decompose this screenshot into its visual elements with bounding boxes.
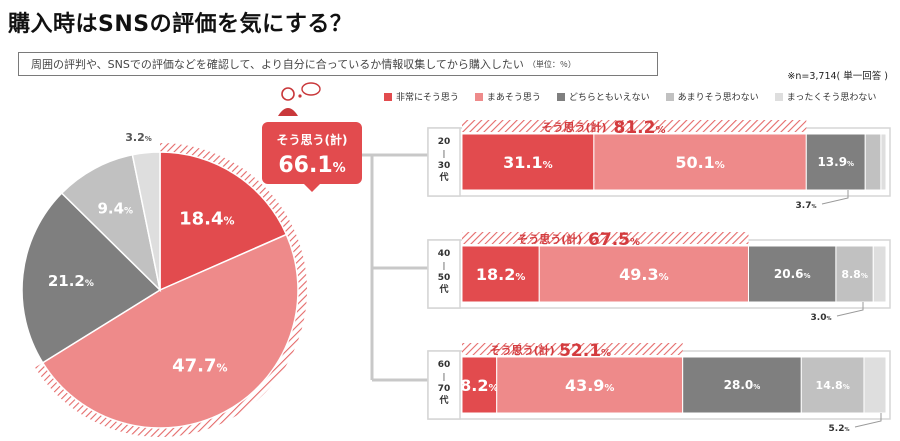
age-label: | <box>443 372 446 381</box>
outside-segment-label: 5.2% <box>829 424 850 434</box>
connector-lines <box>362 153 428 382</box>
bar-segment <box>747 245 837 303</box>
pie-slice-label: 9.4% <box>97 200 133 218</box>
agree-total-band <box>462 343 683 355</box>
bar-segment <box>538 245 749 303</box>
age-label: 30 <box>438 161 451 171</box>
bar-segment <box>805 133 866 191</box>
bar-segment-label: 49.3% <box>619 265 669 284</box>
legend-item-somewhat: まあそう思う <box>474 90 541 103</box>
age-label: 代 <box>438 283 448 295</box>
pie-slice <box>41 233 299 429</box>
age-label-box <box>427 239 461 309</box>
age-label: 50 <box>438 273 451 283</box>
legend-label: 非常にそう思う <box>396 93 459 103</box>
age-label: 代 <box>438 394 448 406</box>
legend-swatch <box>384 92 392 101</box>
pie-slice <box>21 192 162 364</box>
bar-segment <box>835 245 874 303</box>
pie-slice <box>159 151 288 292</box>
age-label: | <box>443 149 446 158</box>
legend-item-not-much: あまりそう思わない <box>665 90 759 103</box>
age-label: 40 <box>438 249 451 259</box>
pie-chart: 18.4% 47.7% 21.2% 9.4% 3.2% そう思う(計) 66.1% <box>21 82 362 438</box>
survey-question: 周囲の評判や、SNSでの評価などを確認して、より自分に合っているか情報収集してか… <box>18 52 658 76</box>
pie-slice <box>131 151 161 291</box>
bar-segment-label: 8.8% <box>841 268 868 281</box>
outside-label-leader <box>821 190 849 205</box>
age-label: 60 <box>438 360 451 370</box>
agree-total-label: そう思う(計) <box>490 343 555 357</box>
chart-legend: 非常にそう思う まあそう思う どちらともいえない あまりそう思わない まったくそ… <box>384 90 876 103</box>
legend-label: どちらともいえない <box>568 93 650 103</box>
callout-pointer <box>304 184 320 192</box>
agree-total-label: そう思う(計) <box>517 232 582 246</box>
sample-note: ※n=3,714( 単一回答 ) <box>787 71 888 82</box>
legend-swatch <box>556 92 565 101</box>
agree-total-value: 67.5% <box>588 230 640 250</box>
age-label: 代 <box>438 171 448 183</box>
outside-segment-label: 3.7% <box>796 201 817 211</box>
agree-total-label: そう思う(計) <box>542 120 607 134</box>
legend-swatch <box>774 92 783 101</box>
agree-total-band <box>462 232 749 244</box>
bar-segment <box>800 356 865 414</box>
bar-segment-label: 14.8% <box>816 379 850 392</box>
bar-segment <box>864 133 882 191</box>
thought-dot-icon <box>298 94 302 98</box>
connector-line <box>362 153 428 382</box>
bar-segment <box>461 245 540 303</box>
agree-total-band <box>462 120 807 132</box>
thought-bubble-icon <box>301 82 321 96</box>
legend-swatch <box>665 92 674 101</box>
person-thinking-icon <box>278 82 321 116</box>
agree-total-value: 81.2% <box>613 118 665 138</box>
pie-slice <box>60 153 162 293</box>
age-label: 70 <box>438 384 451 394</box>
pie-slice-label: 3.2% <box>125 131 152 144</box>
bar-segment-label: 20.6% <box>774 267 811 281</box>
bar-segment-label: 31.1% <box>503 153 553 172</box>
bar-segment <box>872 245 887 303</box>
outside-segment-label: 3.0% <box>811 313 832 323</box>
callout-label: そう思う(計) <box>277 132 348 147</box>
bar-segment-label: 8.2% <box>460 376 498 395</box>
bar-segment-label: 18.2% <box>476 265 526 284</box>
pie-slice-label: 47.7% <box>172 356 227 377</box>
callout-value: 66.1% <box>278 153 345 178</box>
question-text: 周囲の評判や、SNSでの評価などを確認して、より自分に合っているか情報収集してか… <box>31 58 524 71</box>
bar-segment <box>593 133 807 191</box>
bar-segment-label: 13.9% <box>817 155 854 169</box>
age-label: 20 <box>438 137 451 147</box>
age-label-box <box>427 127 461 197</box>
pie-slice-label: 18.4% <box>179 208 234 229</box>
legend-item-very: 非常にそう思う <box>384 90 459 103</box>
head-icon <box>281 87 295 101</box>
bar-segment-label: 50.1% <box>675 153 725 172</box>
bar-segment <box>880 133 887 191</box>
page-title: 購入時はSNSの評価を気にする？ <box>8 12 353 37</box>
age-label: | <box>443 261 446 270</box>
body-icon <box>278 108 298 116</box>
bar-segment <box>863 356 887 414</box>
legend-swatch <box>474 92 483 101</box>
bar-segment <box>682 356 802 414</box>
legend-label: まったくそう思わない <box>786 93 877 103</box>
age-label-box <box>427 350 461 420</box>
outside-label-leader <box>836 302 864 317</box>
callout-bubble <box>262 122 362 184</box>
pie-slice-label: 21.2% <box>48 272 94 290</box>
legend-item-neutral: どちらともいえない <box>556 90 650 103</box>
legend-label: まあそう思う <box>486 93 541 103</box>
bar-segment-label: 43.9% <box>565 376 615 395</box>
unit-label: （単位：％） <box>527 59 576 69</box>
bar-segment <box>496 356 684 414</box>
legend-label: あまりそう思わない <box>677 93 759 103</box>
legend-item-not-at-all: まったくそう思わない <box>774 90 877 103</box>
outside-label-leader <box>854 413 882 428</box>
agree-total-value: 52.1% <box>559 341 611 361</box>
bar-segment-label: 28.0% <box>724 378 761 392</box>
